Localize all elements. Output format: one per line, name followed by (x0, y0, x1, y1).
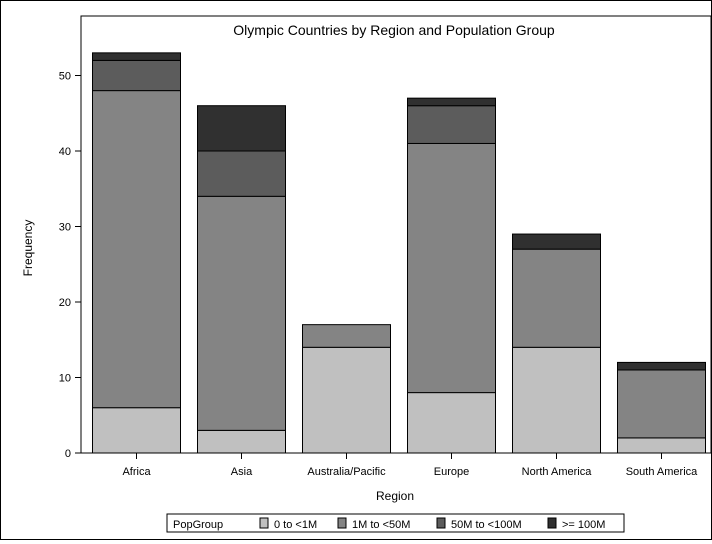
legend-swatch (547, 517, 557, 529)
legend-swatch (436, 517, 446, 529)
y-axis: 0 10 20 30 40 50 (59, 71, 81, 460)
bar-segment (617, 437, 706, 454)
x-tick-label: Africa (122, 466, 151, 478)
y-axis-label: Frequency (21, 220, 35, 277)
x-tick-label: Europe (434, 466, 469, 478)
legend-items: 0 to <1M 1M to <50M 50M to <100M >= 100M (259, 517, 605, 531)
bar-segment (92, 407, 181, 454)
x-tick-label: South America (626, 466, 698, 478)
legend: PopGroup 0 to <1M 1M to <50M 50M to <100M >… (166, 513, 625, 533)
bar-segment (197, 150, 286, 197)
y-tick-label: 40 (59, 146, 71, 158)
bar-segment (512, 233, 601, 250)
legend-swatch (337, 517, 347, 529)
bars (92, 52, 706, 454)
bar-segment (407, 142, 496, 394)
legend-box (166, 513, 625, 533)
bar-segment (302, 346, 391, 454)
legend-label: >= 100M (562, 519, 605, 531)
bar-segment (92, 59, 181, 92)
x-axis: Africa Asia Australia/Pacific Europe North A… (122, 453, 698, 478)
bar-segment (407, 97, 496, 107)
y-tick-label: 50 (59, 71, 71, 83)
y-tick-label: 10 (59, 373, 71, 385)
x-tick-label: Australia/Pacific (307, 466, 386, 478)
y-tick-label: 20 (59, 297, 71, 309)
x-tick-label: North America (522, 466, 593, 478)
bar-segment (92, 52, 181, 61)
x-axis-label: Region (376, 489, 414, 503)
bar-segment (617, 361, 706, 371)
bar-segment (512, 248, 601, 348)
legend-label: 50M to <100M (451, 519, 522, 531)
bar-segment (302, 324, 391, 348)
bar-segment (407, 392, 496, 454)
bar-segment (197, 105, 286, 152)
bar-segment (512, 346, 601, 454)
legend-label: 0 to <1M (274, 519, 317, 531)
bar-segment (617, 369, 706, 439)
y-tick-label: 0 (65, 448, 71, 460)
legend-label: 1M to <50M (352, 519, 410, 531)
y-tick-label: 30 (59, 222, 71, 234)
x-tick-label: Asia (231, 466, 253, 478)
bar-segment (197, 429, 286, 454)
bar-segment (407, 105, 496, 144)
bar-segment (197, 195, 286, 431)
chart-title: Olympic Countries by Region and Populati… (233, 22, 555, 38)
legend-swatch (259, 517, 269, 529)
bar-segment (92, 90, 181, 409)
legend-title: PopGroup (173, 519, 223, 531)
